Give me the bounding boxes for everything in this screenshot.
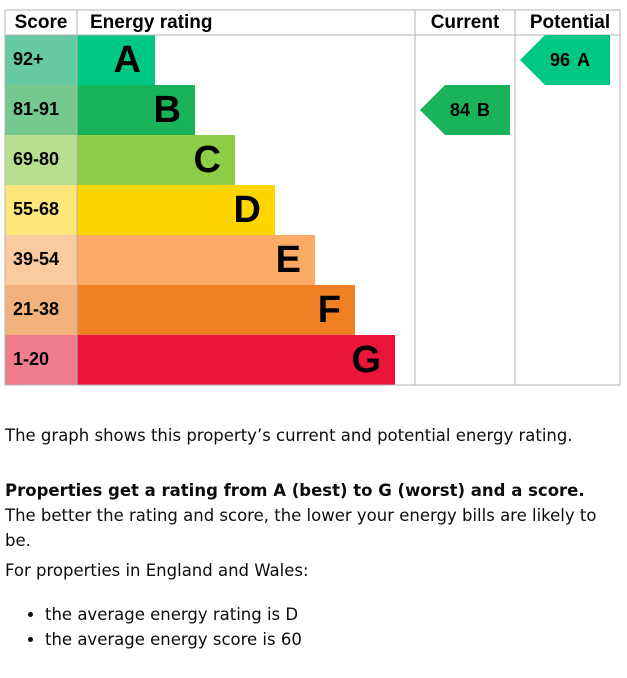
score-label: 81-91 [13, 99, 59, 119]
rating-bar [77, 85, 195, 135]
header: Current [431, 12, 500, 33]
rating-letter: E [276, 239, 301, 281]
rating-letter: B [154, 89, 181, 131]
bullet: the average energy score is 60 [45, 627, 302, 652]
bullet: the average energy rating is D [45, 602, 302, 627]
score-cell [5, 85, 77, 135]
region: For properties in England and Wales: [5, 561, 309, 580]
header: Energy rating [90, 12, 212, 33]
current-score: 84 [450, 100, 470, 120]
score-cell [5, 185, 77, 235]
potential-rating: A [577, 50, 590, 70]
intro: The graph shows this property’s current … [5, 426, 573, 445]
rating-letter: C [194, 139, 221, 181]
score-label: 92+ [13, 49, 44, 69]
rating-letter: A [114, 39, 141, 81]
text: The better the rating and score, the low… [5, 506, 597, 550]
rating-bar [77, 185, 275, 235]
score-label: 21-38 [13, 299, 59, 319]
rating-letter: G [351, 339, 381, 381]
bold-text: Properties get a rating from A (best) to… [5, 481, 585, 500]
rating-bar [77, 335, 395, 385]
rating-bar [77, 135, 235, 185]
rating-bar [77, 35, 155, 85]
current-rating: B [477, 100, 490, 120]
score-cell [5, 235, 77, 285]
score-cell [5, 335, 77, 385]
header: Potential [530, 12, 610, 33]
score-label: 55-68 [13, 199, 59, 219]
explanation: Properties get a rating from A (best) to… [5, 478, 620, 553]
header: Score [15, 12, 68, 33]
current-arrow [420, 85, 510, 135]
score-label: 1-20 [13, 349, 49, 369]
rating-letter: D [234, 189, 261, 231]
score-label: 69-80 [13, 149, 59, 169]
potential-arrow [520, 35, 610, 85]
score-cell [5, 35, 77, 85]
score-cell [5, 285, 77, 335]
score-label: 39-54 [13, 249, 59, 269]
bullet-list: the average energy rating is D the avera… [5, 602, 302, 652]
rating-letter: F [318, 289, 341, 331]
rating-bar [77, 235, 315, 285]
rating-bar [77, 285, 355, 335]
chart: Score Energy rating Current Potential 92+ A 81… [4, 9, 621, 386]
score-cell [5, 135, 77, 185]
potential-score: 96 [550, 50, 570, 70]
